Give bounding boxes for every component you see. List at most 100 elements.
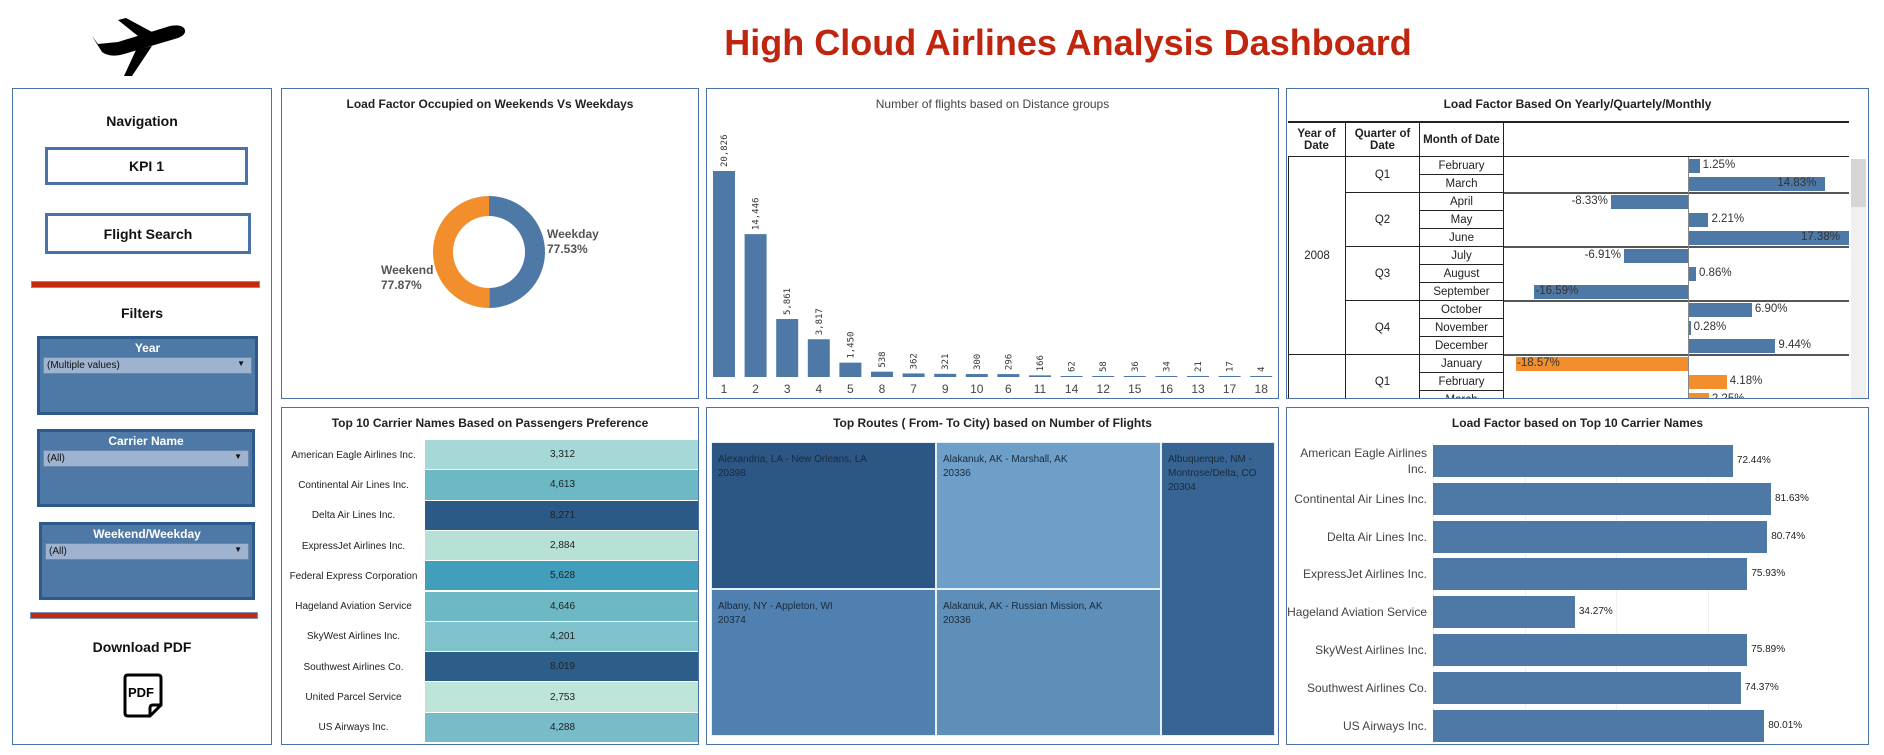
scrollbar[interactable] (1851, 159, 1866, 398)
load-factor-label: 9.44% (1778, 339, 1812, 351)
table-row[interactable]: United Parcel Service 2,753 (282, 682, 698, 713)
column-header[interactable]: Quarter of Date (1346, 121, 1420, 157)
load-factor-bar[interactable] (1433, 709, 1765, 742)
quarter-cell: Q1 (1346, 355, 1420, 398)
bar-group-6[interactable] (997, 374, 1020, 377)
load-factor-bar[interactable] (1610, 195, 1688, 209)
load-factor-bar[interactable] (1433, 596, 1575, 629)
scrollbar-thumb[interactable] (1851, 159, 1866, 207)
quarter-cell: Q3 (1346, 247, 1420, 301)
load-factor-bar[interactable] (1433, 482, 1771, 515)
column-header[interactable]: Year of Date (1288, 121, 1346, 157)
bar-group-9[interactable] (934, 373, 957, 377)
table-row[interactable]: US Airways Inc. 4,288 (282, 712, 698, 743)
treemap-tile[interactable]: Alakanuk, AK - Russian Mission, AK 20336 (936, 589, 1161, 736)
bar-value-label: 36 (1131, 361, 1141, 372)
bar-group-5[interactable] (839, 362, 862, 377)
bar-group-4[interactable] (807, 339, 830, 377)
load-factor-bar[interactable] (1433, 445, 1733, 477)
bar-group-10[interactable] (965, 374, 988, 377)
load-factor-bar[interactable] (1688, 213, 1709, 227)
year-dropdown-value: (Multiple values) (47, 360, 120, 371)
category-label: ExpressJet Airlines Inc. (1302, 567, 1427, 582)
weekday-label: Weekday 77.53% (547, 227, 599, 257)
gridline (1524, 443, 1526, 743)
load-factor-bar[interactable] (1433, 558, 1748, 591)
load-factor-bar[interactable] (1433, 634, 1748, 666)
treemap-tile[interactable]: Albany, NY - Appleton, WI 20374 (711, 589, 936, 736)
load-factor-label: -18.57% (1517, 357, 1560, 369)
table-row[interactable]: Hageland Aviation Service 4,646 (282, 591, 698, 622)
category-label: US Airways Inc. (1342, 718, 1427, 733)
route-flight-count: 20336 (943, 615, 971, 626)
bar-group-8[interactable] (871, 371, 893, 377)
treemap-tile[interactable]: Albuquerque, NM - Montrose/Delta, CO 2030… (1161, 442, 1275, 736)
bar-group-1[interactable] (713, 171, 735, 377)
bar-value-label: 4 (1257, 367, 1267, 372)
treemap-tile[interactable]: Alexandria, LA - New Orleans, LA 20398 (711, 442, 936, 589)
category-label: Delta Air Lines Inc. (1326, 529, 1427, 544)
year-dropdown[interactable]: (Multiple values) ▼ (43, 357, 252, 374)
carrier-dropdown[interactable]: (All) ▼ (43, 450, 249, 467)
kpi-1-button[interactable]: KPI 1 (45, 147, 248, 185)
divider (31, 281, 260, 288)
treemap-tile[interactable]: Alakanuk, AK - Marshall, AK 20336 (936, 442, 1161, 589)
table-row[interactable]: American Eagle Airlines Inc. 3,312 (282, 440, 698, 471)
load-factor-bar[interactable] (1688, 339, 1776, 353)
load-factor-bar[interactable] (1624, 249, 1688, 263)
weekend-dropdown[interactable]: (All) ▼ (45, 543, 249, 560)
bar-value-label: 1,450 (846, 332, 856, 359)
bar-group-13[interactable] (1187, 376, 1209, 377)
load-factor-bar[interactable] (1516, 357, 1688, 371)
pdf-download-icon[interactable]: PDF (123, 673, 163, 718)
bar-group-12[interactable] (1092, 376, 1115, 377)
load-factor-bar[interactable] (1688, 267, 1696, 281)
donut-slice-weekend[interactable] (433, 196, 490, 308)
carrier-name-cell: ExpressJet Airlines Inc. (301, 540, 406, 552)
bar-value-label: 321 (941, 354, 951, 370)
bar-group-15[interactable] (1123, 376, 1146, 377)
bar-group-7[interactable] (902, 373, 925, 377)
month-cell: September (1420, 283, 1504, 301)
bar-group-11[interactable] (1029, 375, 1051, 377)
table-row[interactable]: Federal Express Corporation 5,628 (282, 561, 698, 592)
load-factor-bar[interactable] (1688, 303, 1752, 317)
flight-search-button[interactable]: Flight Search (45, 213, 251, 254)
category-label: Southwest Airlines Co. (1306, 680, 1427, 695)
column-header[interactable]: Month of Date (1420, 121, 1504, 157)
bar-value-label: 5,861 (783, 288, 793, 315)
table-row[interactable]: SkyWest Airlines Inc. 4,201 (282, 621, 698, 653)
month-cell: August (1420, 265, 1504, 283)
table-row[interactable]: Delta Air Lines Inc. 8,271 (282, 500, 698, 531)
table-row[interactable]: ExpressJet Airlines Inc. 2,884 (282, 530, 698, 562)
load-factor-bar[interactable] (1433, 520, 1768, 553)
bar-group-2[interactable] (744, 234, 767, 377)
load-factor-bar[interactable] (1688, 177, 1826, 191)
load-factor-bar[interactable] (1688, 159, 1700, 173)
bar-value-label: 58 (1099, 361, 1109, 372)
bar-value-label: 3,817 (815, 308, 825, 335)
load-factor-bar[interactable] (1688, 375, 1727, 389)
passenger-count-cell: 4,288 (425, 712, 698, 743)
divider (30, 612, 258, 619)
donut-slice-weekday[interactable] (489, 196, 546, 308)
x-tick-label: 7 (910, 382, 917, 396)
load-factor-bar[interactable] (1688, 321, 1691, 335)
bar-group-18[interactable] (1250, 376, 1273, 377)
load-factor-bar[interactable] (1688, 393, 1709, 398)
load-factor-bar[interactable] (1534, 285, 1688, 299)
weekend-value: 77.87% (381, 278, 422, 292)
load-factor-bar[interactable] (1688, 231, 1849, 245)
top-routes-panel: Top Routes ( From- To City) based on Num… (706, 407, 1279, 745)
bar-group-14[interactable] (1060, 376, 1083, 377)
table-row[interactable]: Southwest Airlines Co. 8,019 (282, 652, 698, 683)
weekend-weekday-filter: Weekend/Weekday (All) ▼ (39, 522, 255, 600)
weekend-filter-label: Weekend/Weekday (93, 527, 201, 541)
bar-group-3[interactable] (776, 319, 799, 377)
bar-group-16[interactable] (1155, 376, 1178, 377)
weekend-label: Weekend 77.87% (381, 263, 433, 293)
bar-group-17[interactable] (1218, 376, 1241, 377)
load-factor-bar[interactable] (1433, 671, 1741, 704)
category-label: Continental Air Lines Inc. (1294, 491, 1427, 506)
table-row[interactable]: Continental Air Lines Inc. 4,613 (282, 470, 698, 501)
